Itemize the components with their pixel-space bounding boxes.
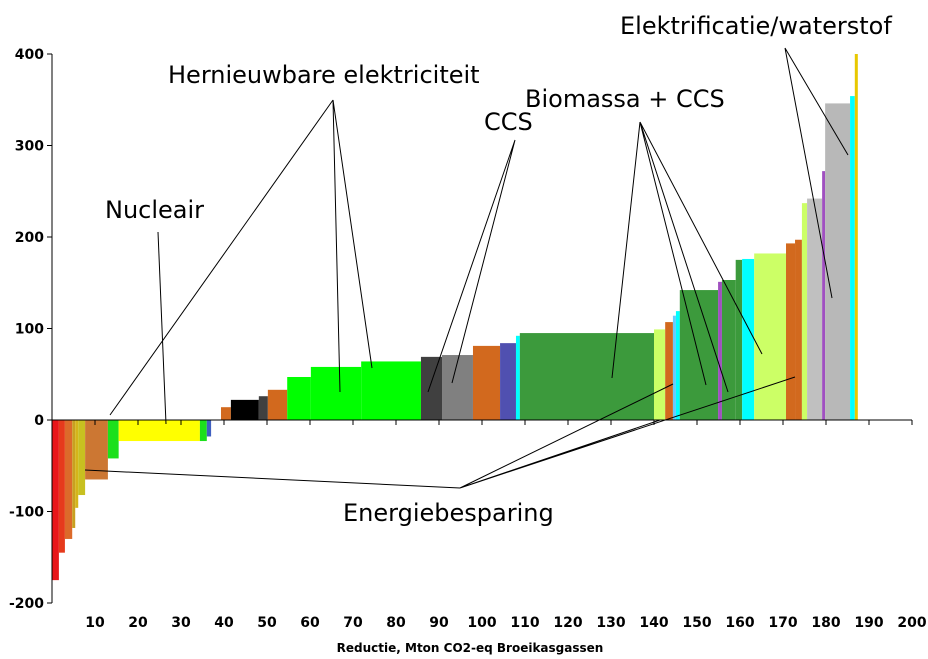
bar	[825, 103, 851, 420]
x-tick-label: 120	[553, 615, 582, 631]
bar	[64, 420, 73, 539]
bar	[199, 420, 207, 442]
x-tick-label: 90	[429, 615, 449, 631]
x-tick-label: 170	[768, 615, 797, 631]
leader-line	[427, 139, 516, 393]
bar	[807, 198, 823, 420]
y-tick-label: 100	[15, 322, 44, 338]
x-tick-label: 80	[386, 615, 406, 631]
x-tick-label: 140	[639, 615, 668, 631]
bar	[52, 420, 59, 581]
x-tick-label: 50	[257, 615, 277, 631]
bar	[854, 54, 858, 420]
annotation: Hernieuwbare elektriciteit	[168, 61, 480, 89]
y-tick-label: 400	[15, 47, 44, 63]
bar	[442, 355, 473, 420]
bar	[672, 315, 676, 420]
x-tick-label: 180	[811, 615, 840, 631]
annotation: CCS	[484, 108, 533, 136]
bar	[754, 253, 787, 420]
bar	[361, 361, 421, 420]
bar	[287, 376, 311, 420]
bar	[795, 239, 802, 420]
bar	[72, 420, 76, 528]
y-tick-label: 0	[34, 413, 44, 429]
x-tick-label: 70	[343, 615, 363, 631]
bar	[822, 171, 826, 420]
bar	[718, 281, 722, 420]
leader-line	[611, 121, 763, 393]
x-axis-label: Reductie, Mton CO2-eq Broeikasgassen	[337, 641, 604, 655]
y-tick-label: -200	[9, 596, 44, 612]
leader-line	[84, 376, 796, 489]
bar	[58, 420, 65, 553]
bar	[118, 420, 200, 442]
leader-line	[109, 99, 373, 416]
bar	[85, 420, 108, 480]
bar	[654, 329, 666, 420]
x-tick-label: 150	[682, 615, 711, 631]
bar	[78, 420, 86, 496]
bar	[735, 259, 743, 420]
bar	[675, 311, 680, 420]
bar	[230, 399, 259, 420]
leader-line	[784, 47, 849, 299]
annotation: Energiebesparing	[343, 499, 554, 527]
x-tick-label: 20	[128, 615, 148, 631]
x-tick-label: 130	[596, 615, 625, 631]
bar	[665, 322, 673, 420]
annotation: Elektrificatie/waterstof	[620, 12, 892, 40]
bar	[420, 356, 443, 420]
bar	[258, 396, 268, 420]
x-tick-label: 40	[214, 615, 234, 631]
y-tick-label: 300	[15, 139, 44, 155]
leader-line	[157, 231, 167, 425]
leader-lines	[84, 47, 849, 489]
bar	[742, 258, 755, 420]
bar	[515, 335, 520, 420]
x-tick-label: 200	[897, 615, 926, 631]
bar	[206, 420, 212, 437]
y-tick-label: 200	[15, 230, 44, 246]
bar	[786, 243, 796, 420]
bar	[310, 366, 362, 420]
bar	[850, 96, 855, 420]
y-tick-label: -100	[9, 505, 44, 521]
annotation: Biomassa + CCS	[525, 85, 725, 113]
x-tick-label: 190	[854, 615, 883, 631]
bar	[801, 203, 808, 420]
x-tick-label: 60	[300, 615, 320, 631]
x-tick-label: 100	[467, 615, 496, 631]
bar	[220, 407, 231, 420]
bar	[107, 420, 119, 459]
bar	[500, 343, 516, 420]
bar	[267, 389, 288, 420]
bar	[519, 333, 654, 420]
bars	[52, 54, 858, 581]
annotation: Nucleair	[105, 196, 204, 224]
x-tick-label: 160	[725, 615, 754, 631]
bar	[472, 345, 501, 420]
x-tick-label: 10	[85, 615, 105, 631]
bar	[75, 420, 79, 508]
x-tick-label: 110	[510, 615, 539, 631]
x-tick-label: 30	[171, 615, 191, 631]
